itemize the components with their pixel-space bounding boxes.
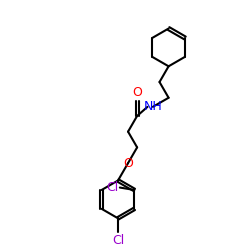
Text: Cl: Cl <box>106 181 118 194</box>
Text: Cl: Cl <box>112 234 124 246</box>
Text: O: O <box>132 86 142 99</box>
Text: NH: NH <box>144 100 162 113</box>
Text: O: O <box>123 156 133 170</box>
